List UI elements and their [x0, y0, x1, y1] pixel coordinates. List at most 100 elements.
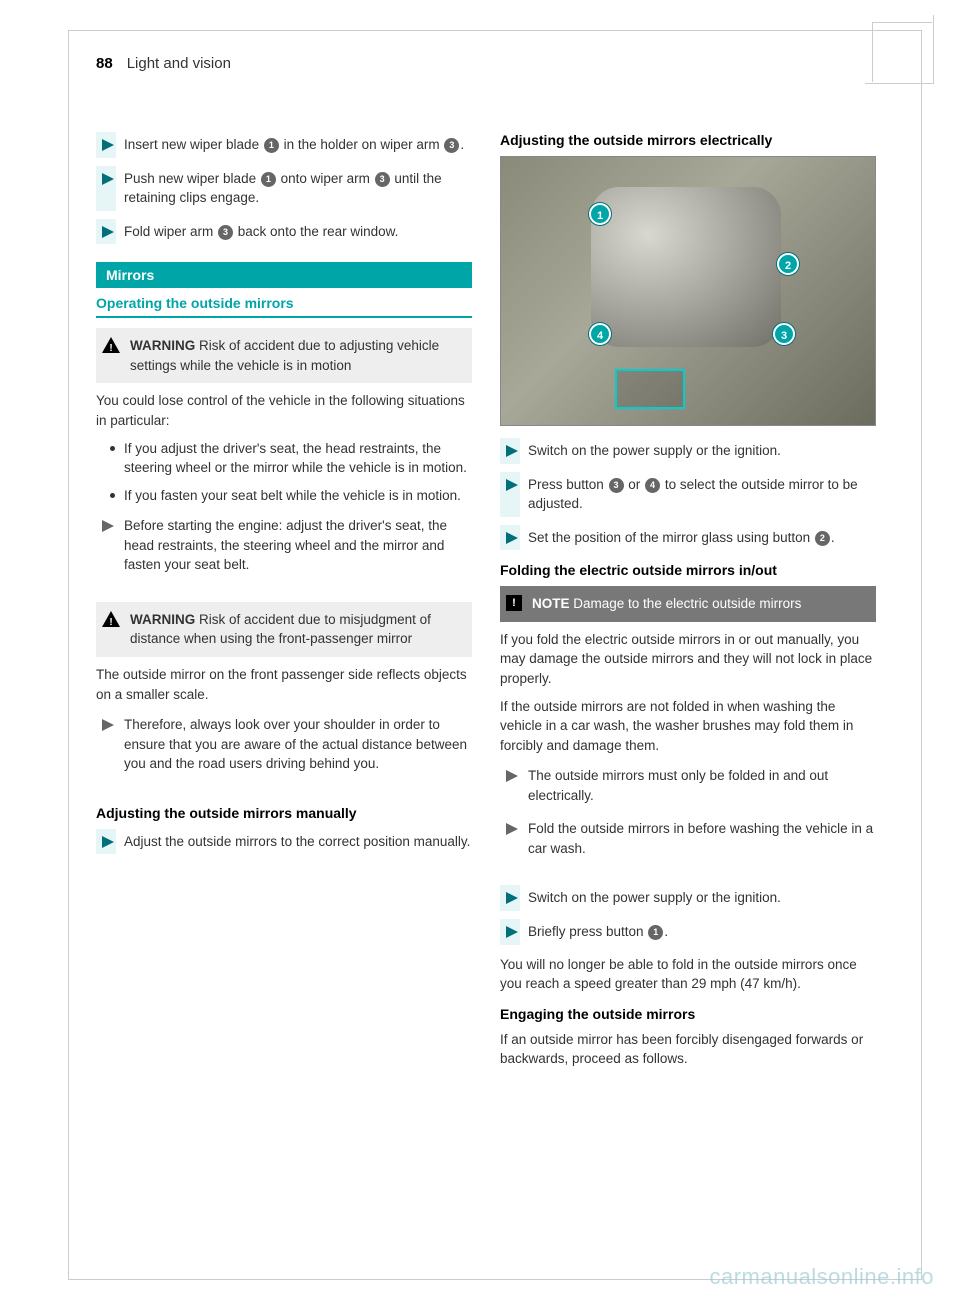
figure-label-4: 4: [589, 323, 611, 345]
note-header: ! NOTE Damage to the electric outside mi…: [500, 586, 876, 622]
warning-step: Before starting the engine: adjust the d…: [96, 513, 472, 578]
step-text: Switch on the power supply or the igniti…: [528, 441, 876, 461]
t: or: [625, 477, 645, 492]
warning-header: ! WARNING Risk of accident due to adjust…: [96, 328, 472, 383]
note-text: NOTE Damage to the electric outside mirr…: [532, 594, 801, 614]
step-arrow-icon: [102, 224, 114, 236]
manual-step: Adjust the outside mirrors to the correc…: [96, 829, 472, 855]
right-column: Adjusting the outside mirrors electrical…: [500, 132, 876, 1077]
figure-detail-box: [615, 369, 685, 409]
warning-box-2: ! WARNING Risk of accident due to misjud…: [96, 602, 472, 793]
note-step-2: Fold the outside mirrors in before washi…: [500, 816, 876, 861]
p: If an outside mirror has been forcibly d…: [500, 1030, 876, 1069]
bullet-item: If you fasten your seat belt while the v…: [110, 486, 472, 506]
step-arrow-icon: [102, 137, 114, 149]
warning-box-1: ! WARNING Risk of accident due to adjust…: [96, 328, 472, 594]
step-arrow-icon: [506, 890, 518, 902]
step-text: Adjust the outside mirrors to the correc…: [124, 832, 472, 852]
heading-folding: Folding the electric outside mirrors in/…: [500, 562, 876, 578]
elec-step-2: Press button 3 or 4 to select the outsid…: [500, 472, 876, 517]
wiper-step-3: Fold wiper arm 3 back onto the rear wind…: [96, 219, 472, 245]
t: onto wiper arm: [277, 171, 374, 186]
wiper-step-2: Push new wiper blade 1 onto wiper arm 3 …: [96, 166, 472, 211]
t: in the holder on wiper arm: [280, 137, 444, 152]
p: If the outside mirrors are not folded in…: [500, 697, 876, 756]
note-box: ! NOTE Damage to the electric outside mi…: [500, 586, 876, 877]
warning-triangle-icon: !: [102, 337, 120, 353]
num-icon: 1: [648, 925, 663, 940]
bullet-item: If you adjust the driver's seat, the hea…: [110, 439, 472, 478]
bullet-list: If you adjust the driver's seat, the hea…: [96, 439, 472, 506]
step-arrow-icon: [102, 717, 114, 729]
warning-text: WARNING Risk of accident due to adjustin…: [130, 336, 464, 375]
p: If you fold the electric outside mirrors…: [500, 630, 876, 689]
fold-step-2: Briefly press button 1.: [500, 919, 876, 945]
t: Press button: [528, 477, 608, 492]
step-arrow-icon: [506, 477, 518, 489]
step-arrow-icon: [506, 924, 518, 936]
section-mirrors: Mirrors: [96, 262, 472, 288]
warning-text: WARNING Risk of accident due to misjudgm…: [130, 610, 464, 649]
sub-heading-operating: Operating the outside mirrors: [96, 288, 472, 318]
p: You could lose control of the vehicle in…: [96, 391, 472, 430]
step-text: Push new wiper blade 1 onto wiper arm 3 …: [124, 169, 472, 208]
step-arrow-icon: [102, 834, 114, 846]
page-number: 88: [96, 55, 113, 72]
svg-text:!: !: [109, 617, 112, 627]
t: Briefly press button: [528, 924, 647, 939]
step-text: Set the position of the mirror glass usi…: [528, 528, 876, 548]
num-icon: 3: [609, 478, 624, 493]
note-label: NOTE: [532, 596, 570, 611]
note-exclaim-icon: !: [506, 595, 522, 611]
num-icon: 3: [218, 225, 233, 240]
step-text: Press button 3 or 4 to select the outsid…: [528, 475, 876, 514]
warning-step: Therefore, always look over your shoulde…: [96, 712, 472, 777]
t: .: [664, 924, 668, 939]
step-text: Fold the outside mirrors in before washi…: [528, 819, 876, 858]
step-arrow-icon: [102, 518, 114, 530]
step-text: Insert new wiper blade 1 in the holder o…: [124, 135, 472, 155]
step-arrow-icon: [506, 768, 518, 780]
num-icon: 3: [375, 172, 390, 187]
step-arrow-icon: [506, 530, 518, 542]
heading-electric: Adjusting the outside mirrors electrical…: [500, 132, 876, 148]
watermark: carmanualsonline.info: [709, 1264, 934, 1290]
t: back onto the rear window.: [234, 224, 398, 239]
t: Set the position of the mirror glass usi…: [528, 530, 814, 545]
wiper-step-1: Insert new wiper blade 1 in the holder o…: [96, 132, 472, 158]
step-text: Fold wiper arm 3 back onto the rear wind…: [124, 222, 472, 242]
warning-header: ! WARNING Risk of accident due to misjud…: [96, 602, 472, 657]
figure-label-2: 2: [777, 253, 799, 275]
step-arrow-icon: [506, 821, 518, 833]
num-icon: 3: [444, 138, 459, 153]
step-arrow-icon: [102, 171, 114, 183]
note-step-1: The outside mirrors must only be folded …: [500, 763, 876, 808]
page-columns: Insert new wiper blade 1 in the holder o…: [96, 132, 876, 1077]
left-column: Insert new wiper blade 1 in the holder o…: [96, 132, 472, 1077]
step-text: Briefly press button 1.: [528, 922, 876, 942]
warning-body: You could lose control of the vehicle in…: [96, 383, 472, 594]
svg-text:!: !: [109, 343, 112, 353]
t: Fold wiper arm: [124, 224, 217, 239]
warning-label: WARNING: [130, 338, 195, 353]
t: .: [831, 530, 835, 545]
p: The outside mirror on the front passenge…: [96, 665, 472, 704]
warning-label: WARNING: [130, 612, 195, 627]
t: Insert new wiper blade: [124, 137, 263, 152]
num-icon: 4: [645, 478, 660, 493]
figure-control-cluster: [591, 187, 781, 347]
corner-crop-mark: [872, 22, 932, 82]
page-header: 88 Light and vision: [96, 55, 884, 72]
t: .: [460, 137, 464, 152]
header-title: Light and vision: [127, 55, 231, 72]
warning-body: The outside mirror on the front passenge…: [96, 657, 472, 793]
p: You will no longer be able to fold in th…: [500, 955, 876, 994]
warning-triangle-icon: !: [102, 611, 120, 627]
num-icon: 1: [261, 172, 276, 187]
t: Damage to the electric outside mirrors: [570, 596, 802, 611]
num-icon: 2: [815, 531, 830, 546]
step-text: Before starting the engine: adjust the d…: [124, 516, 472, 575]
fold-step-1: Switch on the power supply or the igniti…: [500, 885, 876, 911]
heading-manual: Adjusting the outside mirrors manually: [96, 805, 472, 821]
elec-step-1: Switch on the power supply or the igniti…: [500, 438, 876, 464]
